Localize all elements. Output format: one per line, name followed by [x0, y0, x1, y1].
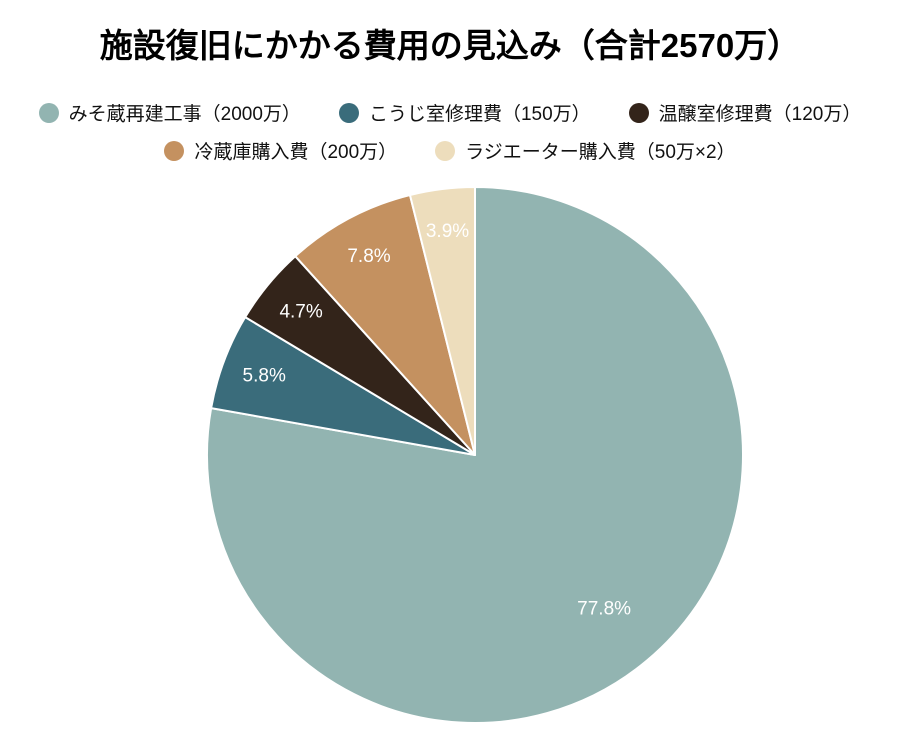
legend-label: 冷蔵庫購入費（200万） [194, 142, 398, 163]
pie-slice-percentage-label: 5.8% [243, 366, 286, 387]
legend-swatch-icon [628, 102, 649, 123]
legend-swatch-icon [164, 140, 185, 161]
legend-label: みそ蔵再建工事（2000万） [68, 104, 301, 125]
legend-label: こうじ室修理費（150万） [368, 104, 591, 125]
legend-swatch-icon [338, 102, 359, 123]
legend-label: 温醸室修理費（120万） [658, 104, 862, 125]
legend-item-3: 温醸室修理費（120万） [628, 99, 862, 126]
pie-slice-percentage-label: 4.7% [279, 302, 322, 323]
legend-item-1: みそ蔵再建工事（2000万） [38, 99, 301, 126]
legend-swatch-icon [435, 140, 456, 161]
legend-label: ラジエーター購入費（50万×2） [465, 142, 736, 163]
pie-slice-5 [408, 186, 476, 456]
legend-item-5: ラジエーター購入費（50万×2） [435, 137, 736, 164]
pie-slice-4 [294, 194, 476, 456]
chart-title: 施設復旧にかかる費用の見込み（合計2570万） [99, 27, 801, 64]
legend-item-4: 冷蔵庫購入費（200万） [164, 137, 397, 164]
pie-slice-percentage-label: 3.9% [426, 221, 469, 242]
chart-legend: みそ蔵再建工事（2000万） こうじ室修理費（150万） 温醸室修理費（120万） 冷… [25, 99, 875, 164]
pie-slice-percentage-label: 77.8% [577, 599, 631, 620]
legend-swatch-icon [38, 102, 59, 123]
legend-item-2: こうじ室修理費（150万） [338, 99, 591, 126]
pie-slice-percentage-label: 7.8% [347, 246, 390, 267]
